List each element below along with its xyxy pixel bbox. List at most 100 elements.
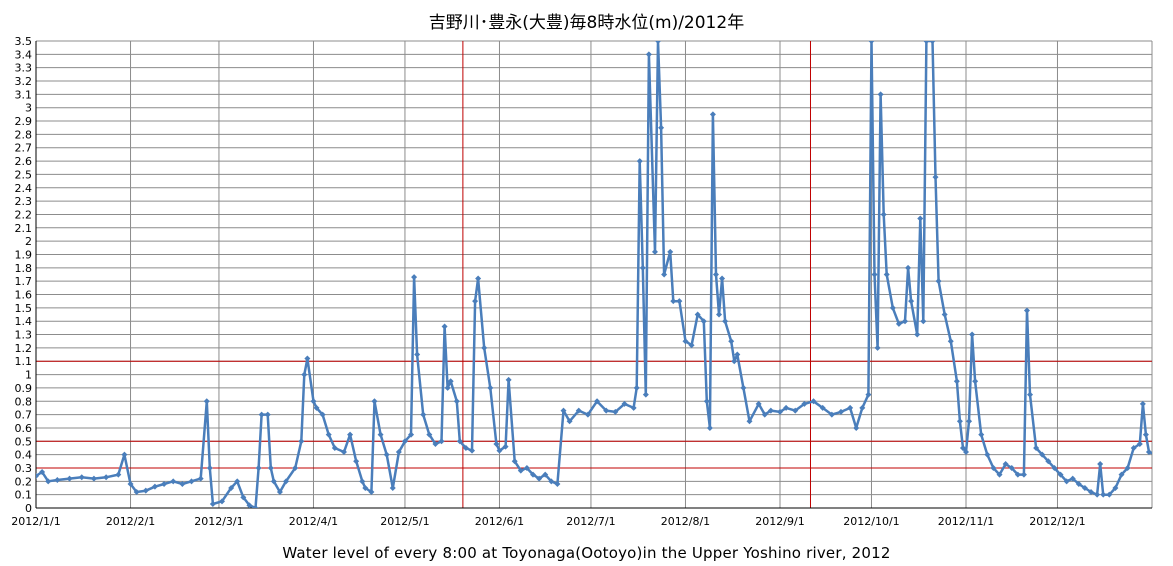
data-point: [694, 311, 701, 318]
data-point: [1027, 391, 1034, 398]
y-tick-label: 1.4: [15, 315, 33, 328]
data-point: [188, 478, 195, 485]
data-point: [1139, 400, 1146, 407]
data-point: [441, 323, 448, 330]
y-tick-label: 1.3: [15, 329, 33, 342]
data-point: [298, 438, 305, 445]
data-point: [179, 480, 186, 487]
data-point: [956, 418, 963, 425]
y-tick-label: 0.4: [15, 449, 33, 462]
data-point: [670, 298, 677, 305]
data-point: [203, 398, 210, 405]
data-point: [706, 424, 713, 431]
data-point: [594, 398, 601, 405]
data-point: [475, 275, 482, 282]
data-point: [883, 271, 890, 278]
data-point: [383, 451, 390, 458]
data-point: [548, 478, 555, 485]
data-point: [1051, 464, 1058, 471]
x-tick-label: 2012/7/1: [566, 515, 615, 528]
data-point: [219, 498, 225, 505]
data-point: [267, 464, 274, 471]
x-tick-label: 2012/6/1: [475, 515, 524, 528]
data-point: [1039, 451, 1046, 458]
data-point: [722, 318, 729, 325]
data-point: [304, 355, 311, 362]
y-tick-label: 2: [25, 235, 32, 248]
data-point: [347, 431, 354, 438]
data-point: [1100, 491, 1107, 498]
data-point: [517, 467, 524, 474]
data-point: [283, 478, 290, 485]
data-point: [270, 478, 277, 485]
axes: [35, 41, 1152, 509]
data-point: [1069, 475, 1076, 482]
data-point: [716, 311, 723, 318]
data-point: [90, 475, 97, 482]
data-point: [575, 407, 582, 414]
data-point: [444, 384, 451, 391]
data-point: [703, 398, 710, 405]
x-tick-label: 2012/8/1: [661, 515, 710, 528]
data-point: [868, 41, 875, 44]
data-point: [969, 331, 976, 338]
data-point: [783, 404, 790, 411]
y-tick-label: 0.3: [15, 462, 33, 475]
y-tick-label: 2.1: [15, 222, 33, 235]
data-point: [688, 342, 695, 349]
data-point: [923, 41, 930, 44]
data-point: [740, 384, 747, 391]
data-point: [511, 458, 518, 465]
y-tick-label: 3.2: [15, 75, 33, 88]
data-point: [1145, 448, 1152, 455]
data-point: [828, 411, 835, 418]
data-point: [1063, 478, 1070, 485]
data-point: [584, 411, 591, 418]
data-point: [889, 304, 896, 311]
y-tick-label: 3.3: [15, 62, 33, 75]
data-point: [115, 471, 122, 478]
data-point: [426, 431, 433, 438]
data-point: [456, 438, 463, 445]
y-tick-label: 2.8: [15, 128, 33, 141]
data-point: [1097, 460, 1104, 467]
x-tick-label: 2012/2/1: [106, 515, 155, 528]
data-point: [377, 431, 384, 438]
data-point: [438, 438, 445, 445]
data-point: [197, 475, 204, 482]
data-point: [319, 411, 326, 418]
data-point: [414, 351, 421, 358]
data-point: [1164, 454, 1170, 460]
data-point: [371, 398, 378, 405]
data-point: [908, 298, 915, 305]
data-point: [1045, 458, 1052, 465]
data-point: [170, 478, 177, 485]
y-tick-label: 2.9: [15, 115, 33, 128]
data-point: [667, 248, 674, 255]
data-point: [877, 91, 884, 98]
y-tick-label: 1.5: [15, 302, 33, 315]
data-point: [121, 451, 128, 458]
data-point: [801, 400, 808, 407]
data-point: [228, 484, 235, 491]
data-point: [313, 404, 320, 411]
data-point: [633, 384, 640, 391]
data-point: [523, 464, 530, 471]
data-point: [481, 344, 488, 351]
data-point: [542, 471, 549, 478]
data-point: [719, 275, 726, 282]
data-point: [264, 411, 271, 418]
data-point: [276, 488, 283, 495]
y-tick-label: 1.1: [15, 355, 33, 368]
data-point: [359, 478, 366, 485]
data-point: [761, 411, 768, 418]
y-tick-label: 0.7: [15, 409, 33, 422]
data-point: [78, 474, 85, 481]
data-point: [252, 505, 259, 508]
data-point: [505, 376, 512, 383]
data-point: [746, 418, 753, 425]
data-point: [462, 444, 469, 451]
data-point: [972, 378, 979, 385]
data-point: [536, 475, 543, 482]
data-point: [496, 447, 503, 454]
